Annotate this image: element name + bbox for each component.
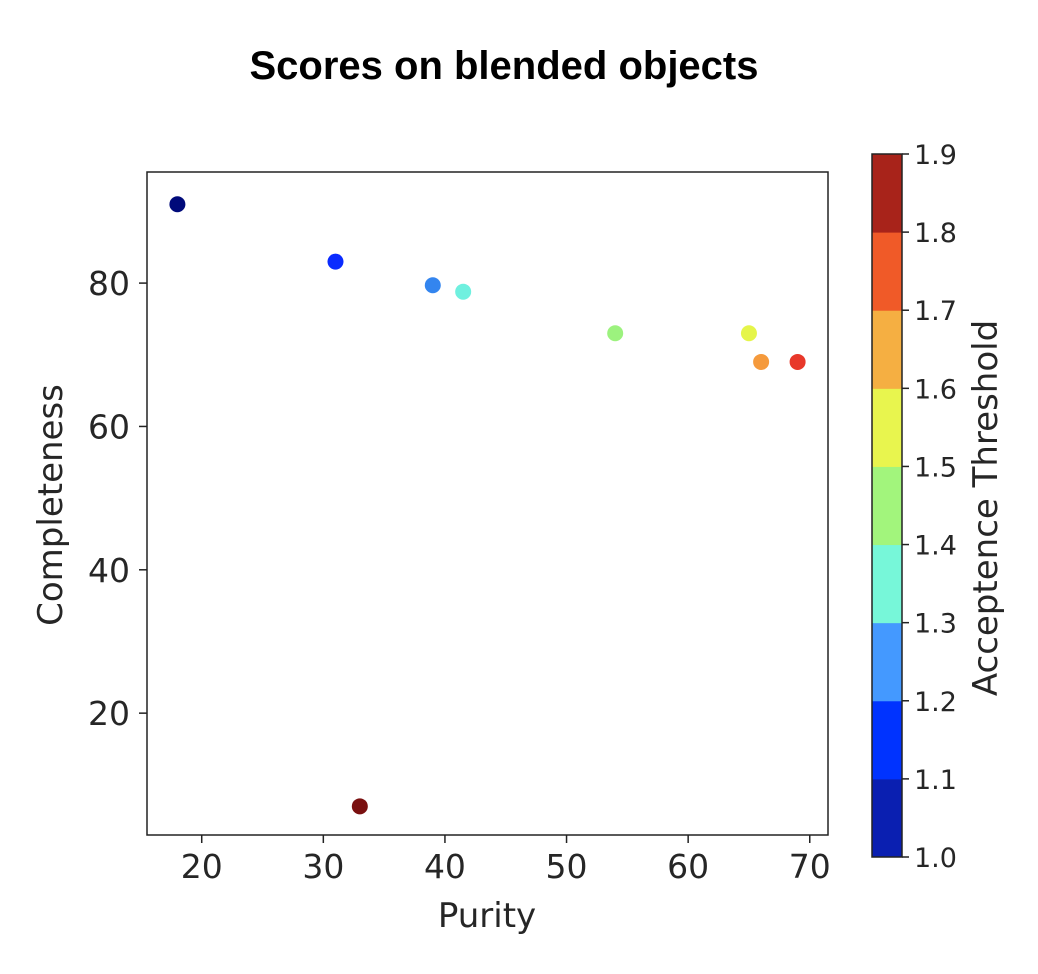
data-point bbox=[789, 353, 806, 370]
colorbar-frame bbox=[871, 153, 903, 858]
y-tick-label: 40 bbox=[88, 551, 130, 590]
colorbar-tick-label: 1.2 bbox=[914, 687, 957, 718]
colorbar-tick-label: 1.5 bbox=[914, 452, 957, 483]
colorbar-tick-label: 1.9 bbox=[914, 140, 957, 171]
x-axis-label: Purity bbox=[438, 896, 536, 936]
colorbar-tick-label: 1.1 bbox=[914, 765, 957, 796]
colorbar: 1.0 1.1 1.2 1.3 1.4 1.5 1.6 1.7 1.8 1.9 bbox=[871, 140, 957, 874]
colorbar-segment bbox=[872, 310, 902, 389]
x-tick-label: 20 bbox=[181, 847, 223, 886]
colorbar-segment bbox=[872, 778, 902, 858]
colorbar-tick-label: 1.0 bbox=[914, 843, 957, 874]
colorbar-tick-label: 1.7 bbox=[914, 296, 957, 327]
y-tick-label: 20 bbox=[88, 694, 130, 733]
x-tick-label: 30 bbox=[302, 847, 344, 886]
data-point bbox=[327, 253, 344, 270]
x-tick-label: 70 bbox=[789, 847, 831, 886]
y-tick-label: 60 bbox=[88, 407, 130, 446]
colorbar-tick-label: 1.6 bbox=[914, 374, 957, 405]
colorbar-label: Acceptence Threshold bbox=[966, 320, 1006, 696]
points-layer bbox=[169, 196, 806, 815]
colorbar-segment bbox=[872, 466, 902, 546]
chart-title: Scores on blended objects bbox=[249, 44, 759, 88]
y-axis-ticks: 20 40 60 80 bbox=[88, 264, 147, 733]
x-axis-ticks: 20 30 40 50 60 70 bbox=[181, 835, 831, 886]
colorbar-tick-label: 1.4 bbox=[914, 531, 957, 562]
data-point bbox=[607, 325, 624, 342]
y-axis-label: Completeness bbox=[31, 384, 71, 626]
data-point bbox=[169, 196, 186, 213]
colorbar-segment bbox=[872, 388, 902, 467]
colorbar-tick-label: 1.3 bbox=[914, 609, 957, 640]
data-point bbox=[753, 353, 770, 370]
y-tick-label: 80 bbox=[88, 264, 130, 303]
colorbar-segment bbox=[872, 622, 902, 702]
data-point bbox=[740, 325, 757, 342]
data-point bbox=[455, 283, 472, 300]
x-tick-label: 40 bbox=[424, 847, 466, 886]
colorbar-segment bbox=[872, 154, 902, 233]
x-tick-label: 60 bbox=[667, 847, 709, 886]
colorbar-segment bbox=[872, 232, 902, 311]
data-point bbox=[351, 798, 368, 815]
plot-frame bbox=[146, 171, 829, 836]
data-point bbox=[424, 277, 441, 294]
x-tick-label: 50 bbox=[546, 847, 588, 886]
colorbar-segment bbox=[872, 544, 902, 624]
colorbar-tick-label: 1.8 bbox=[914, 218, 957, 249]
colorbar-segment bbox=[872, 700, 902, 780]
